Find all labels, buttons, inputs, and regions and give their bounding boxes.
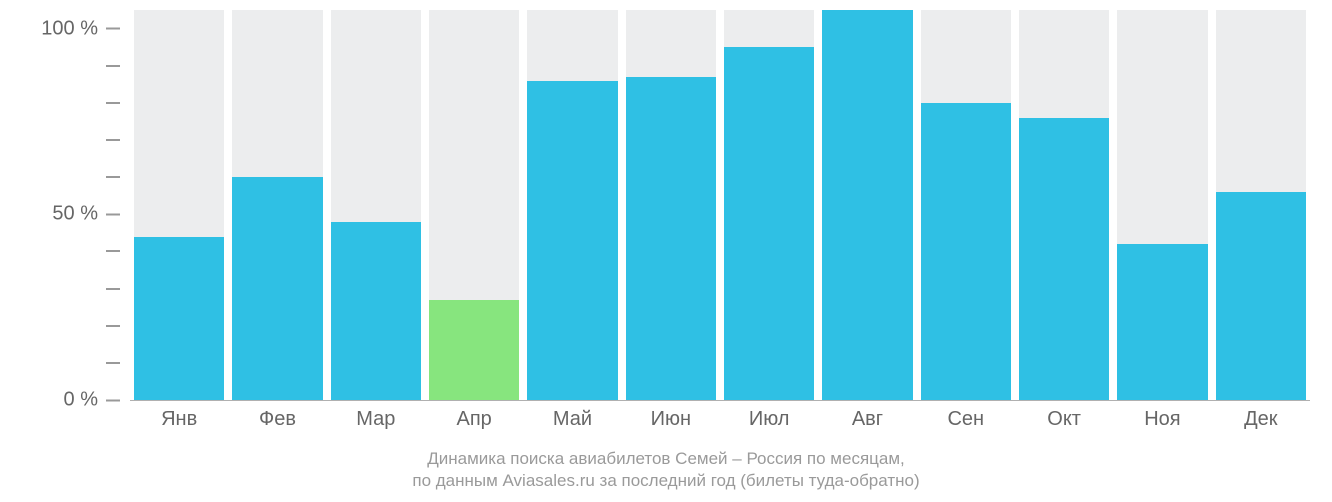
- y-minor-tick: [106, 139, 120, 141]
- bar-fill: [626, 77, 716, 400]
- bar-fill: [822, 10, 912, 400]
- bar-fill: [331, 222, 421, 400]
- bar-slot: [523, 10, 621, 400]
- bar-fill: [1216, 192, 1306, 400]
- y-minor-tick: [106, 362, 120, 364]
- bar-fill: [429, 300, 519, 400]
- plot-area: [130, 10, 1310, 400]
- x-tick-label: Ноя: [1113, 408, 1211, 431]
- monthly-search-bar-chart: 0 % 50 % 100 % ЯнвФевМарАпрМайИюнИюлАвгСен…: [0, 0, 1332, 502]
- x-tick-label: Фев: [228, 408, 326, 431]
- y-minor-tick: [106, 325, 120, 327]
- y-minor-tick: [106, 176, 120, 178]
- y-tick-label: 50 %: [10, 203, 120, 226]
- bar-slot: [622, 10, 720, 400]
- x-tick-label: Апр: [425, 408, 523, 431]
- bar-slot: [818, 10, 916, 400]
- x-tick-label: Июл: [720, 408, 818, 431]
- bar-slot: [1113, 10, 1211, 400]
- bar-slot: [720, 10, 818, 400]
- x-axis-line: [130, 400, 1310, 401]
- bar-fill: [1117, 244, 1207, 400]
- x-tick-label: Май: [523, 408, 621, 431]
- y-minor-tick: [106, 102, 120, 104]
- bar-slot: [425, 10, 523, 400]
- x-tick-label: Авг: [818, 408, 916, 431]
- y-tick-label: 0 %: [10, 389, 120, 412]
- x-tick-label: Янв: [130, 408, 228, 431]
- bar-fill: [527, 81, 617, 400]
- y-minor-tick: [106, 288, 120, 290]
- bar-fill: [1019, 118, 1109, 400]
- y-minor-tick: [106, 65, 120, 67]
- chart-caption-line-1: Динамика поиска авиабилетов Семей – Росс…: [0, 448, 1332, 471]
- x-tick-label: Дек: [1212, 408, 1310, 431]
- x-axis-labels: ЯнвФевМарАпрМайИюнИюлАвгСенОктНояДек: [130, 408, 1310, 431]
- bars-container: [130, 10, 1310, 400]
- bar-slot: [1212, 10, 1310, 400]
- y-axis: 0 %50 %100 %: [0, 10, 130, 400]
- bar-fill: [921, 103, 1011, 400]
- bar-fill: [724, 47, 814, 400]
- y-minor-tick: [106, 250, 120, 252]
- x-tick-label: Сен: [917, 408, 1015, 431]
- bar-slot: [130, 10, 228, 400]
- bar-fill: [232, 177, 322, 400]
- bar-slot: [327, 10, 425, 400]
- bar-slot: [1015, 10, 1113, 400]
- x-tick-label: Окт: [1015, 408, 1113, 431]
- bar-slot: [917, 10, 1015, 400]
- bar-slot: [228, 10, 326, 400]
- x-tick-label: Мар: [327, 408, 425, 431]
- x-tick-label: Июн: [622, 408, 720, 431]
- bar-fill: [134, 237, 224, 400]
- chart-caption-line-2: по данным Aviasales.ru за последний год …: [0, 470, 1332, 493]
- y-tick-label: 100 %: [10, 17, 120, 40]
